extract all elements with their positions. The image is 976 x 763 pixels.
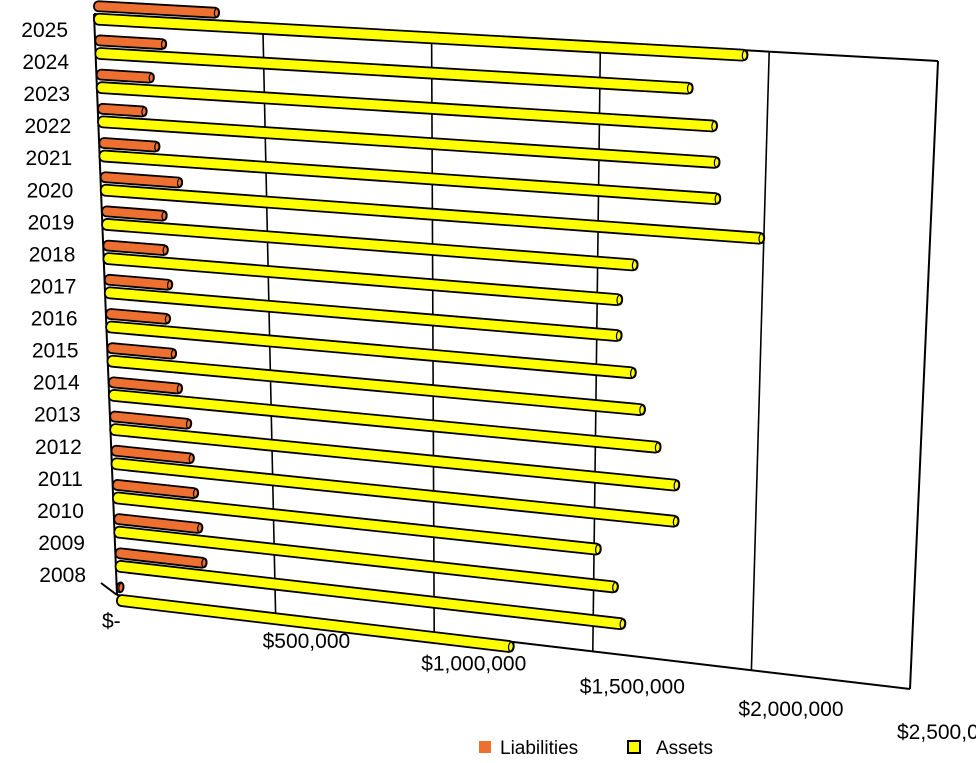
bar-assets	[109, 423, 681, 492]
bar-liabilities	[94, 34, 168, 50]
bar-assets	[114, 559, 627, 631]
bar-assets	[95, 81, 718, 133]
bar-assets	[93, 12, 749, 62]
bar-assets	[105, 320, 637, 380]
x-tick-label: $2,000,000	[738, 698, 843, 721]
category-label: 2008	[39, 564, 86, 587]
gridline	[262, 23, 277, 614]
axis-corner	[100, 582, 118, 596]
bar-assets	[113, 525, 619, 594]
bar-liabilities	[106, 342, 178, 360]
bar-assets	[107, 389, 662, 454]
category-label: 2016	[31, 308, 78, 331]
category-label: 2015	[32, 340, 79, 363]
bar-liabilities	[103, 273, 174, 291]
bar-liabilities	[109, 410, 193, 430]
bar-liabilities	[98, 137, 161, 153]
bar-liabilities	[99, 171, 184, 189]
bar-assets	[111, 491, 602, 556]
gridline	[430, 32, 436, 633]
bar-liabilities	[116, 581, 125, 594]
category-label: 2011	[38, 468, 83, 491]
category-labels: 2008 2009 2010 2011 2012 2013 2014 2015 2016 2017…	[21, 19, 86, 587]
category-label: 2024	[22, 51, 69, 74]
gridline	[750, 51, 770, 671]
legend-swatch-liabilities	[479, 741, 491, 753]
bar-assets	[97, 115, 721, 169]
bars	[93, 0, 766, 653]
bar-liabilities	[97, 102, 148, 118]
category-label: 2023	[23, 83, 70, 106]
category-label: 2012	[35, 436, 82, 459]
bar-liabilities	[95, 68, 155, 84]
bar-liabilities	[102, 239, 169, 256]
x-tick-label: $-	[102, 610, 121, 633]
legend: Liabilities Assets	[479, 738, 713, 759]
bar-assets	[98, 149, 722, 206]
category-label: 2025	[21, 19, 68, 42]
bar-assets	[94, 47, 694, 95]
bar-assets	[106, 354, 646, 416]
bar-liabilities	[114, 547, 208, 569]
bar-liabilities	[107, 376, 184, 395]
bar-liabilities	[111, 479, 200, 499]
gridline	[592, 42, 602, 652]
bar-assets	[101, 218, 639, 272]
bar-liabilities	[93, 0, 221, 19]
category-label: 2013	[34, 404, 81, 427]
legend-label-liabilities: Liabilities	[500, 738, 578, 759]
category-label: 2021	[26, 147, 73, 170]
category-label: 2009	[38, 532, 85, 555]
x-tick-label: $1,000,000	[421, 653, 526, 676]
category-label: 2017	[30, 275, 77, 298]
bar-liabilities	[113, 513, 204, 534]
value-axis-labels: $- $500,000 $1,000,000 $1,500,000 $2,000,000…	[102, 610, 976, 744]
bar-liabilities	[101, 205, 168, 222]
bar-assets	[103, 286, 623, 342]
bar-liabilities	[110, 444, 195, 465]
x-tick-label: $500,000	[263, 630, 351, 653]
bar-assets	[110, 457, 680, 528]
category-label: 2010	[37, 500, 84, 523]
legend-label-assets: Assets	[656, 738, 713, 759]
category-label: 2019	[28, 211, 75, 234]
bar-assets	[99, 183, 766, 245]
category-label: 2014	[33, 372, 80, 395]
category-label: 2020	[27, 179, 74, 202]
category-label: 2018	[29, 243, 76, 266]
legend-swatch-assets	[627, 740, 641, 754]
bar-liabilities	[105, 308, 172, 325]
right-wall-edge	[909, 60, 939, 690]
x-tick-label: $2,500,000	[897, 721, 976, 744]
left-wall-edge	[93, 13, 118, 596]
bar-assets	[102, 252, 624, 307]
bar-assets	[116, 594, 515, 653]
category-label: 2022	[24, 115, 71, 138]
x-tick-label: $1,500,000	[580, 675, 685, 698]
